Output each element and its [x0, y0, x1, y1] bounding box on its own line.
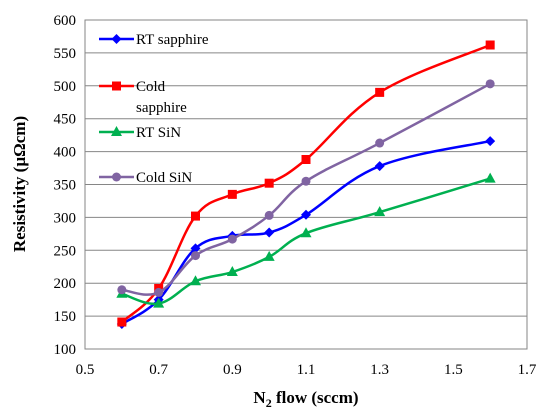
y-tick-label: 600 [54, 13, 77, 29]
data-point-cold-sapphire [117, 317, 127, 327]
y-tick-label: 450 [54, 112, 77, 128]
y-tick-label: 550 [54, 46, 77, 62]
data-point-rt-sin [300, 227, 312, 238]
legend: RT sapphire Cold sapphire RT SiN Cold SiN [99, 32, 209, 186]
y-tick-label: 350 [54, 178, 77, 194]
x-tick-label: 1.5 [444, 362, 463, 378]
data-point-cold-sapphire [264, 178, 274, 188]
legend-swatch-marker [111, 34, 122, 44]
legend-label: Cold SiN [136, 170, 192, 186]
data-point-cold-sin [485, 79, 495, 89]
data-point-cold-sapphire [227, 189, 237, 199]
data-point-rt-sin [374, 206, 386, 217]
data-point-cold-sin [264, 210, 274, 220]
series-layer [116, 40, 496, 329]
legend-swatch-marker [112, 81, 121, 91]
x-tick-labels: 0.5 0.7 0.9 1.1 1.3 1.5 1.7 [76, 362, 537, 378]
x-tick-label: 1.3 [370, 362, 389, 378]
data-point-rt-sin [226, 266, 238, 277]
data-point-rt-sapphire [301, 209, 311, 220]
data-point-rt-sapphire [374, 161, 385, 172]
data-point-rt-sapphire [264, 227, 275, 238]
data-point-cold-sin [227, 234, 237, 244]
data-point-rt-sin [484, 172, 496, 183]
data-point-rt-sin [263, 250, 275, 261]
x-tick-label: 0.5 [76, 362, 95, 378]
y-axis-title: Resistivity (µΩcm) [10, 116, 29, 252]
y-tick-label: 250 [54, 243, 77, 259]
x-axis-title-rest: flow (sccm) [272, 388, 359, 407]
y-tick-labels: 100 150 200 250 300 350 400 450 500 550 600 [54, 13, 77, 358]
legend-label: RT SiN [136, 125, 181, 141]
data-point-cold-sin [154, 287, 164, 297]
y-tick-label: 200 [54, 276, 77, 292]
y-tick-label: 150 [54, 309, 77, 325]
legend-label: Cold [136, 79, 166, 95]
data-point-rt-sapphire [485, 136, 496, 147]
series-line-rt-sin [121, 177, 491, 306]
x-axis-title: N2 flow (sccm) [253, 388, 358, 410]
data-point-rt-sapphire [190, 243, 201, 254]
data-point-cold-sapphire [301, 154, 311, 164]
data-point-cold-sin [191, 251, 200, 261]
plot-frame [84, 19, 528, 350]
x-tick-label: 0.7 [149, 362, 168, 378]
legend-item-rt-sin: RT SiN [99, 125, 181, 141]
data-point-cold-sin [375, 138, 385, 148]
data-point-cold-sapphire [485, 40, 495, 50]
legend-item-cold-sin: Cold SiN [99, 170, 192, 186]
x-axis-title-main: N [253, 388, 266, 407]
data-point-rt-sin [190, 275, 201, 286]
y-tick-label: 400 [54, 145, 77, 161]
y-tick-label: 500 [54, 79, 77, 95]
legend-item-cold-sapphire: Cold sapphire [99, 79, 187, 116]
data-point-cold-sin [117, 285, 127, 295]
series-rt-sin [116, 172, 496, 308]
data-point-cold-sapphire [375, 87, 385, 97]
data-point-cold-sapphire [191, 211, 200, 221]
legend-label: RT sapphire [136, 32, 209, 48]
legend-swatch-marker [112, 172, 121, 182]
legend-swatch-marker [111, 126, 122, 136]
x-tick-label: 1.1 [297, 362, 316, 378]
y-tick-label: 100 [54, 342, 77, 358]
data-point-rt-sin [153, 297, 165, 308]
legend-item-rt-sapphire: RT sapphire [99, 32, 209, 48]
y-tick-label: 300 [54, 210, 77, 226]
data-point-cold-sin [301, 176, 311, 186]
x-tick-label: 0.9 [223, 362, 242, 378]
series-cold-sin [117, 79, 495, 297]
x-tick-label: 1.7 [518, 362, 537, 378]
x-axis-title-subscript: 2 [266, 396, 272, 410]
legend-label: sapphire [136, 100, 187, 116]
